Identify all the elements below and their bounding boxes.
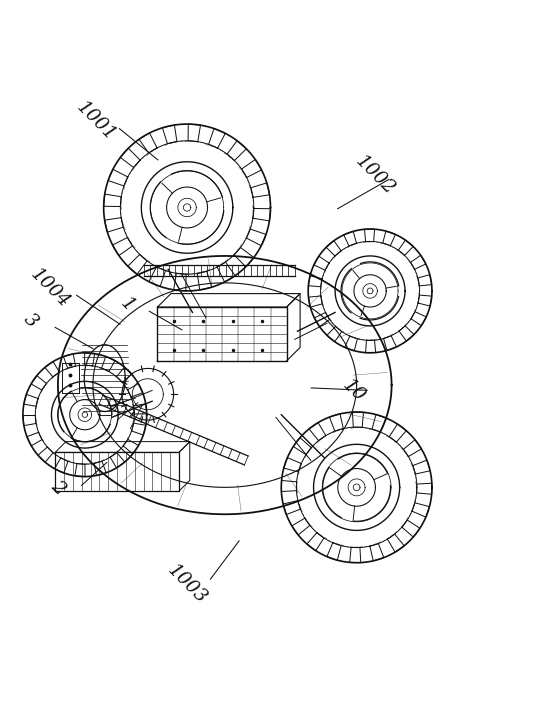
Text: 3: 3 — [21, 310, 42, 331]
Text: 10: 10 — [339, 375, 368, 405]
Text: 1: 1 — [117, 294, 138, 315]
Text: 1002: 1002 — [352, 152, 399, 198]
Text: 1004: 1004 — [27, 265, 73, 311]
Text: 1001: 1001 — [72, 98, 118, 144]
Text: 1003: 1003 — [164, 561, 210, 607]
Text: 2: 2 — [48, 477, 69, 498]
